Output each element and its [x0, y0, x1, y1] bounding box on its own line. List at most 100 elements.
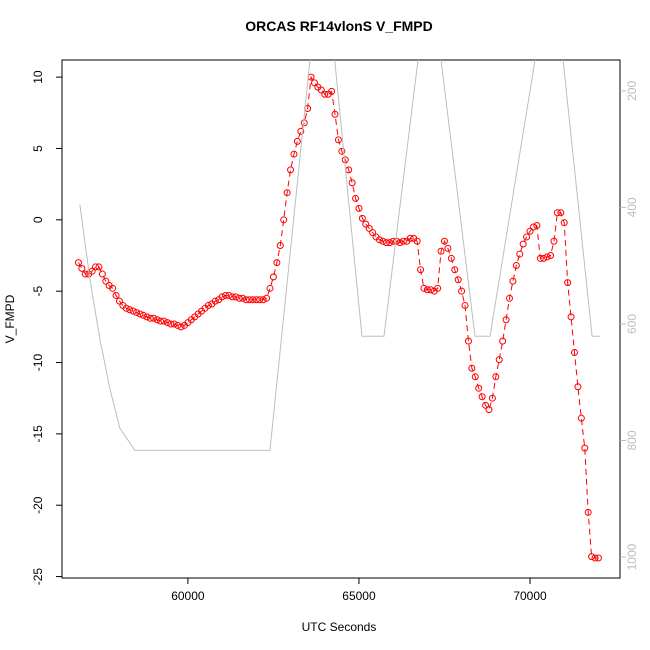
point — [276, 242, 284, 250]
y-tick-label: -10 — [31, 354, 45, 372]
point — [423, 286, 431, 294]
point — [375, 236, 383, 244]
point — [273, 259, 281, 267]
point — [492, 373, 500, 381]
point — [235, 294, 243, 302]
point — [482, 401, 490, 409]
point — [553, 209, 561, 217]
point — [112, 291, 120, 299]
point — [413, 237, 421, 245]
point — [547, 251, 555, 259]
point — [78, 264, 86, 272]
point — [290, 150, 298, 158]
point — [437, 247, 445, 255]
point — [153, 316, 161, 324]
point — [239, 294, 247, 302]
point — [365, 224, 373, 232]
point — [317, 86, 325, 94]
point — [499, 337, 507, 345]
point — [468, 364, 476, 372]
x-tick-label: 60000 — [171, 589, 205, 603]
y2-tick-label: 400 — [625, 197, 639, 217]
point — [283, 189, 291, 197]
point — [263, 294, 271, 302]
chart-title: ORCAS RF14vlonS V_FMPD — [245, 18, 432, 34]
point — [560, 219, 568, 227]
point — [386, 239, 394, 247]
point — [570, 349, 578, 357]
point — [540, 254, 548, 262]
point — [485, 406, 493, 414]
point — [461, 301, 469, 309]
point — [211, 297, 219, 305]
point — [454, 276, 462, 284]
point — [512, 261, 520, 269]
point — [505, 294, 513, 302]
point — [594, 554, 602, 562]
y-tick-label: -5 — [31, 286, 45, 297]
point — [495, 356, 503, 364]
point — [139, 311, 147, 319]
point — [478, 393, 486, 401]
point — [136, 310, 144, 318]
point — [146, 314, 154, 322]
series-line — [77, 75, 599, 559]
point — [488, 394, 496, 402]
point — [170, 320, 178, 328]
point — [464, 337, 472, 345]
y2-tick-label: 200 — [625, 81, 639, 101]
point — [249, 296, 257, 304]
point — [331, 110, 339, 118]
point — [222, 291, 230, 299]
point — [519, 240, 527, 248]
x-tick-label: 70000 — [513, 589, 547, 603]
y2-tick-label: 1000 — [625, 543, 639, 570]
point — [581, 444, 589, 452]
point — [526, 227, 534, 235]
point — [516, 250, 524, 258]
point — [259, 296, 267, 304]
x-tick-label: 65000 — [342, 589, 376, 603]
y2-tick-label: 600 — [625, 314, 639, 334]
y-tick-label: -15 — [31, 425, 45, 443]
point — [564, 279, 572, 287]
point — [348, 179, 356, 187]
point — [160, 317, 168, 325]
point — [379, 237, 387, 245]
point — [163, 319, 171, 327]
point — [584, 508, 592, 516]
point — [266, 284, 274, 292]
point — [451, 266, 459, 274]
x-axis-label: UTC Seconds — [302, 620, 377, 634]
point — [174, 321, 182, 329]
point — [536, 254, 544, 262]
point — [150, 314, 158, 322]
point — [369, 229, 377, 237]
point — [427, 286, 435, 294]
point — [310, 79, 318, 87]
point — [133, 309, 141, 317]
point — [218, 293, 226, 301]
point — [98, 270, 106, 278]
point — [574, 383, 582, 391]
point — [157, 317, 165, 325]
point — [420, 284, 428, 292]
point — [225, 291, 233, 299]
point — [406, 234, 414, 242]
point — [81, 270, 89, 278]
point — [334, 136, 342, 144]
point — [102, 277, 110, 285]
point — [550, 237, 558, 245]
point — [92, 263, 100, 271]
y-tick-label: -20 — [31, 496, 45, 514]
point — [358, 214, 366, 222]
point — [252, 296, 260, 304]
y-tick-label: 5 — [31, 145, 45, 152]
point — [393, 237, 401, 245]
point — [293, 137, 301, 145]
point — [588, 553, 596, 561]
plot-area — [74, 60, 602, 562]
point — [256, 296, 264, 304]
point — [352, 194, 360, 202]
